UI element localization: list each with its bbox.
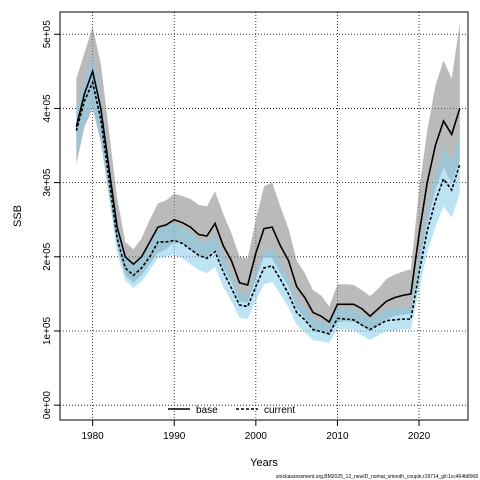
x-tick-label-2: 2000: [245, 431, 268, 442]
y-axis-title: SSB: [12, 205, 24, 227]
x-tick-label-3: 2010: [326, 431, 349, 442]
x-tick-label-0: 1980: [82, 431, 105, 442]
footnote: stockassessment.org,BM2025_12_newID_noma…: [276, 474, 478, 480]
y-tick-label-3: 3e+05: [42, 168, 53, 197]
x-tick-label-1: 1990: [163, 431, 186, 442]
legend: base current: [168, 405, 295, 416]
legend-label-current: current: [264, 405, 295, 416]
x-axis-ticks: 1980 1990 2000 2010 2020: [82, 420, 431, 442]
y-tick-label-2: 2e+05: [42, 242, 53, 271]
y-tick-label-0: 0e+00: [42, 391, 53, 420]
grid-lines: [60, 12, 468, 420]
series-line-base: [75, 68, 461, 324]
x-axis-title: Years: [250, 457, 278, 469]
series-lines: [75, 68, 461, 335]
x-tick-label-4: 2020: [408, 431, 431, 442]
legend-label-base: base: [196, 405, 218, 416]
series-line-current: [75, 79, 461, 335]
y-tick-label-5: 5e+05: [42, 20, 53, 49]
plot-frame: [59, 11, 469, 421]
y-tick-label-1: 1e+05: [42, 317, 53, 346]
y-axis-ticks: 0e+00 1e+05 2e+05 3e+05 4e+05 5e+05: [42, 20, 60, 419]
y-tick-label-4: 4e+05: [42, 94, 53, 123]
